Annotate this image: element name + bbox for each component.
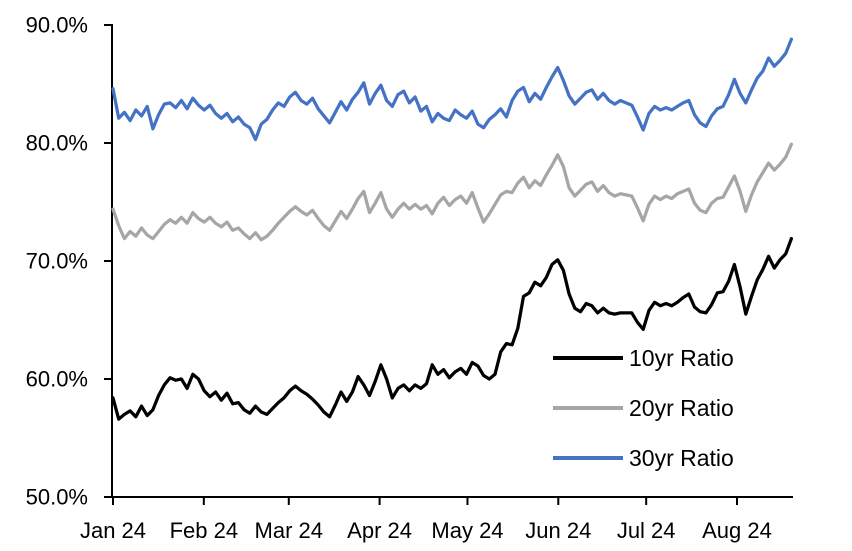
x-axis-tick-label: Apr 24 (347, 518, 412, 543)
x-axis-tick-label: Jan 24 (80, 518, 146, 543)
legend-row-20yr: 20yr Ratio (553, 393, 734, 423)
y-axis-tick-label: 60.0% (26, 367, 88, 392)
series-line-30yr-ratio (111, 37, 794, 142)
legend-row-30yr: 30yr Ratio (553, 443, 734, 473)
x-axis-tick-label: Jul 24 (617, 518, 676, 543)
x-axis-tick-label: Mar 24 (255, 518, 323, 543)
x-axis-tick-label: Aug 24 (702, 518, 772, 543)
x-axis-tick-label: Feb 24 (170, 518, 239, 543)
legend-label-10yr: 10yr Ratio (629, 344, 734, 371)
series-line-10yr-ratio (111, 236, 794, 421)
legend-row-10yr: 10yr Ratio (553, 343, 734, 373)
y-axis-tick-label: 70.0% (26, 249, 88, 274)
x-axis-tick-label: May 24 (431, 518, 503, 543)
legend-swatch-10yr-line (553, 356, 623, 360)
legend-swatch-20yr-line (553, 406, 623, 410)
series-line-20yr-ratio (111, 142, 794, 242)
legend-swatch-30yr-line (553, 456, 623, 460)
legend-label-20yr: 20yr Ratio (629, 394, 734, 421)
y-axis-tick-label: 80.0% (26, 131, 88, 156)
y-axis-tick-label: 50.0% (26, 485, 88, 510)
x-axis-tick-label: Jun 24 (525, 518, 591, 543)
legend-label-30yr: 30yr Ratio (629, 444, 734, 471)
y-axis-tick-label: 90.0% (26, 13, 88, 38)
